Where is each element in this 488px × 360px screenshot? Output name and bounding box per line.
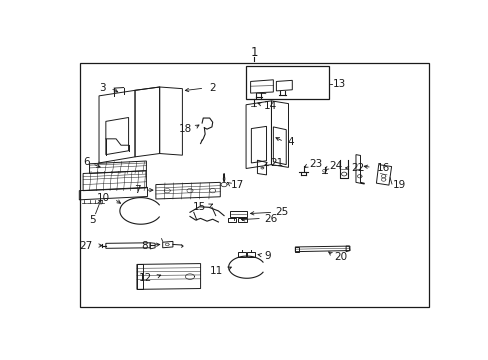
Text: 8: 8 [142, 240, 148, 251]
Text: 22: 22 [350, 163, 364, 173]
Text: 23: 23 [309, 159, 322, 169]
Text: 5: 5 [89, 215, 95, 225]
Text: 14: 14 [263, 100, 276, 111]
Text: 11: 11 [210, 266, 223, 275]
Text: 15: 15 [192, 202, 205, 212]
Text: 13: 13 [332, 79, 346, 89]
Text: 18: 18 [178, 123, 191, 134]
Bar [80, 63, 428, 307]
Text: 20: 20 [334, 252, 347, 262]
Text: 10: 10 [96, 193, 109, 203]
Text: 4: 4 [287, 138, 294, 148]
Text: 19: 19 [392, 180, 405, 190]
Text: 24: 24 [329, 161, 342, 171]
Text: 17: 17 [230, 180, 244, 190]
Text: 1: 1 [250, 46, 258, 59]
Text: 16: 16 [376, 163, 389, 173]
Text: 6: 6 [83, 157, 89, 167]
Text: 27: 27 [79, 240, 92, 251]
Text: 12: 12 [139, 273, 152, 283]
Text: 21: 21 [270, 158, 283, 168]
Text: 9: 9 [264, 251, 270, 261]
Text: 26: 26 [264, 214, 277, 224]
Text: 25: 25 [275, 207, 288, 217]
Text: 7: 7 [134, 185, 141, 195]
Text: 2: 2 [208, 83, 215, 93]
Bar [245, 66, 329, 99]
Text: 3: 3 [99, 82, 105, 93]
